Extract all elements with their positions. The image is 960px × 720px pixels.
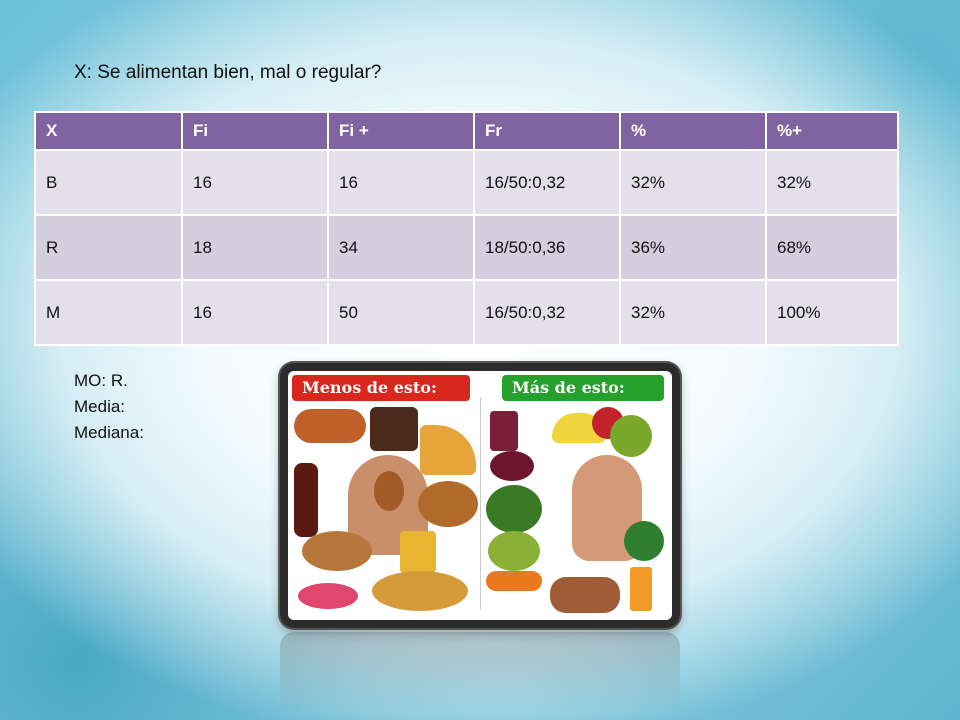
avocado-illustration bbox=[488, 531, 540, 571]
table-cell: 18/50:0,36 bbox=[473, 214, 621, 281]
header-cell: % bbox=[619, 111, 767, 151]
table-header-row: X Fi Fi + Fr % %+ bbox=[34, 111, 899, 151]
slide-title: X: Se alimentan bien, mal o regular? bbox=[74, 62, 382, 83]
soda-bottle-illustration bbox=[294, 463, 318, 537]
food-comparison-image: Menos de esto: Más de esto: bbox=[280, 363, 680, 628]
fried-chicken-illustration bbox=[374, 471, 404, 511]
table-cell: 32% bbox=[619, 279, 767, 346]
mode-label: MO: R. bbox=[74, 371, 128, 390]
table-cell: 16 bbox=[327, 149, 475, 216]
candy-illustration bbox=[298, 583, 358, 609]
table-row: M 16 50 16/50:0,32 32% 100% bbox=[34, 279, 899, 346]
table-cell: 16/50:0,32 bbox=[473, 279, 621, 346]
table-cell: 16 bbox=[181, 279, 329, 346]
table-cell: M bbox=[34, 279, 183, 346]
statistics-notes: MO: R. Media: Mediana: bbox=[74, 368, 144, 446]
table-row: B 16 16 16/50:0,32 32% 32% bbox=[34, 149, 899, 216]
cake-illustration bbox=[370, 407, 418, 451]
broccoli-illustration bbox=[624, 521, 664, 561]
mean-label: Media: bbox=[74, 397, 126, 416]
beet-illustration bbox=[490, 451, 534, 481]
junk-food-half: Menos de esto: bbox=[288, 371, 480, 620]
table-cell: 32% bbox=[765, 149, 899, 216]
table-cell: 16/50:0,32 bbox=[473, 149, 621, 216]
median-label: Mediana: bbox=[74, 423, 144, 442]
carrot-illustration bbox=[486, 571, 542, 591]
table-cell: 50 bbox=[327, 279, 475, 346]
table-cell: 36% bbox=[619, 214, 767, 281]
beans-illustration bbox=[550, 577, 620, 613]
less-of-this-banner: Menos de esto: bbox=[292, 375, 470, 401]
fries-illustration bbox=[400, 531, 436, 573]
header-cell: %+ bbox=[765, 111, 899, 151]
kiwi-illustration bbox=[610, 415, 652, 457]
smoothie-illustration bbox=[490, 411, 518, 451]
table-cell: 32% bbox=[619, 149, 767, 216]
hotdog-illustration bbox=[294, 409, 366, 443]
healthy-food-half: Más de esto: bbox=[480, 371, 672, 620]
image-divider bbox=[480, 397, 481, 610]
burger-illustration bbox=[418, 481, 478, 527]
header-cell: Fr bbox=[473, 111, 621, 151]
table-cell: 18 bbox=[181, 214, 329, 281]
table-cell: 16 bbox=[181, 149, 329, 216]
pizza-illustration bbox=[420, 425, 476, 475]
table-cell: R bbox=[34, 214, 183, 281]
juice-glass-illustration bbox=[630, 567, 652, 611]
table-cell: 34 bbox=[327, 214, 475, 281]
table-cell: 68% bbox=[765, 214, 899, 281]
watermelon-illustration bbox=[486, 485, 542, 533]
nachos-illustration bbox=[372, 571, 468, 611]
image-content: Menos de esto: Más de esto: bbox=[288, 371, 672, 620]
header-cell: Fi bbox=[181, 111, 329, 151]
image-reflection bbox=[280, 632, 680, 712]
more-of-this-banner: Más de esto: bbox=[502, 375, 664, 401]
table-cell: B bbox=[34, 149, 183, 216]
header-cell: Fi + bbox=[327, 111, 475, 151]
header-cell: X bbox=[34, 111, 183, 151]
table-cell: 100% bbox=[765, 279, 899, 346]
table-row: R 18 34 18/50:0,36 36% 68% bbox=[34, 214, 899, 281]
taco-illustration bbox=[302, 531, 372, 571]
frequency-table: X Fi Fi + Fr % %+ B 16 16 16/50:0,32 32%… bbox=[34, 111, 899, 346]
